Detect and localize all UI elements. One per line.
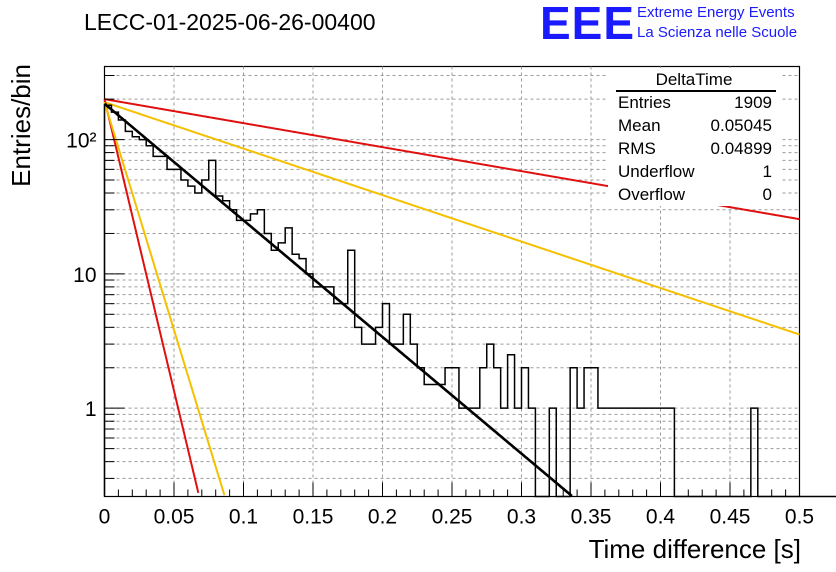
reference-curve xyxy=(103,101,226,496)
x-tick-label: 0.25 xyxy=(432,506,473,529)
x-tick-label: 0.3 xyxy=(507,506,536,529)
x-tick-label: 0.05 xyxy=(154,506,195,529)
stats-row-entries: Entries 1909 xyxy=(618,93,772,115)
stats-label: Entries xyxy=(618,93,671,112)
x-tick-label: 0.5 xyxy=(785,506,814,529)
x-tick-label: 0 xyxy=(99,506,111,529)
y-tick-label: 1 xyxy=(85,398,97,421)
stats-label: RMS xyxy=(618,139,656,158)
x-tick-label: 0.2 xyxy=(368,506,397,529)
stats-row-rms: RMS 0.04899 xyxy=(618,139,772,161)
x-tick-label: 0.35 xyxy=(571,506,612,529)
stats-value: 0 xyxy=(762,185,772,204)
stats-value: 0.04899 xyxy=(710,139,772,158)
logo-line-1: Extreme Energy Events xyxy=(637,4,795,21)
stats-label: Underflow xyxy=(618,162,695,181)
y-tick-label: 10² xyxy=(66,130,96,153)
y-axis-label: Entries/bin xyxy=(6,64,36,187)
histogram-bars xyxy=(103,104,836,498)
stats-value: 0.05045 xyxy=(710,116,772,135)
stats-row-underflow: Underflow 1 xyxy=(618,162,772,184)
axis-ticks xyxy=(104,74,800,497)
x-axis-label: Time difference [s] xyxy=(589,534,801,564)
x-tick-label: 0.45 xyxy=(710,506,751,529)
stats-title: DeltaTime xyxy=(655,70,733,89)
y-tick-label: 10 xyxy=(73,264,96,287)
reference-curve xyxy=(104,101,800,336)
x-tick-label: 0.4 xyxy=(646,506,676,529)
stats-row-mean: Mean 0.05045 xyxy=(618,116,772,138)
fit-curve xyxy=(103,102,573,497)
exponential-fit-line xyxy=(103,102,573,497)
histogram-outline xyxy=(103,104,836,498)
stats-value: 1909 xyxy=(734,93,772,112)
stats-value: 1 xyxy=(762,162,772,181)
logo-line-2: La Scienza nelle Scuole xyxy=(637,24,798,41)
stats-row-overflow: Overflow 0 xyxy=(618,185,772,207)
stats-divider xyxy=(616,90,776,92)
stats-label: Mean xyxy=(618,116,661,135)
run-title: LECC-01-2025-06-26-00400 xyxy=(84,9,376,35)
tick-labels: 0 0.05 0.1 0.15 0.2 0.25 0.3 0.35 0.4 0.45 0.51101… xyxy=(66,130,814,529)
grid-lines xyxy=(104,66,800,497)
x-tick-label: 0.1 xyxy=(229,506,258,529)
eee-logo: EEE xyxy=(540,0,636,49)
stats-label: Overflow xyxy=(618,185,686,204)
x-tick-label: 0.15 xyxy=(293,506,334,529)
reference-curve xyxy=(103,98,200,494)
stats-box: DeltaTime Entries 1909 Mean 0.05045 RMS … xyxy=(608,68,780,206)
